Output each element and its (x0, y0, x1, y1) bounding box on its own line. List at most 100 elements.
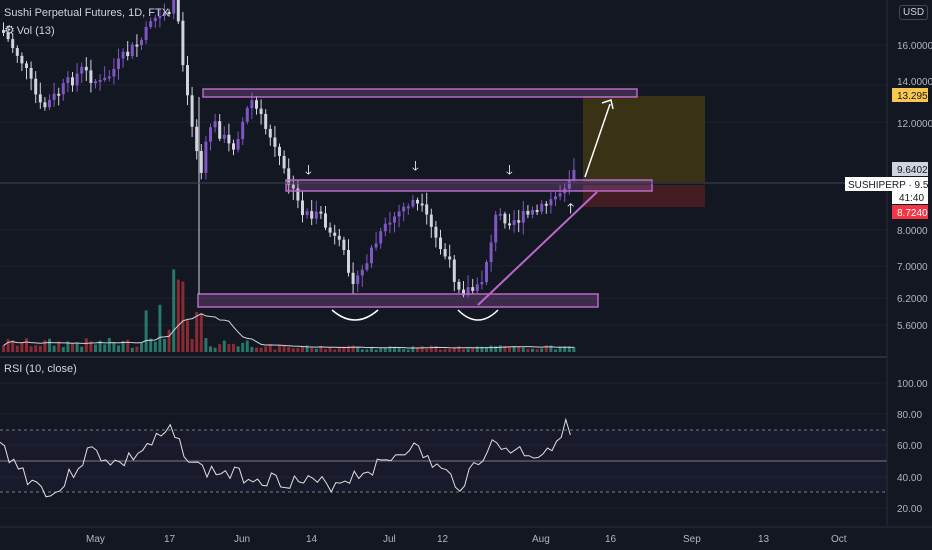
rsi-axis[interactable]: 100.00 80.00 60.00 40.00 20.00 (897, 379, 928, 515)
high-badge (892, 162, 928, 176)
down-arrow-icon: 🡓 (412, 158, 419, 173)
candle-body (236, 139, 240, 150)
candle-body (259, 108, 263, 114)
candle-body (535, 209, 539, 212)
candle-body (227, 134, 231, 144)
candle-body (112, 68, 116, 77)
volume-bar (209, 346, 212, 352)
candle-body (310, 211, 314, 219)
candle-body (512, 220, 516, 226)
rsi-legend[interactable]: RSI (10, close) (4, 363, 77, 375)
volume-bar (57, 341, 61, 352)
volume-bar (107, 338, 111, 352)
candle-body (103, 77, 107, 80)
candle-body (140, 39, 143, 46)
candle-body (452, 259, 456, 282)
volume-bar (540, 348, 544, 352)
volume-bar (149, 338, 153, 352)
volume-bar (466, 348, 470, 352)
candle-body (443, 249, 447, 257)
candle-body (379, 231, 383, 244)
volume-bar (554, 349, 557, 352)
price-tick: 12.0000 (897, 119, 932, 130)
candle-body (466, 287, 470, 296)
support-zone[interactable] (197, 293, 599, 308)
volume-bar (531, 348, 534, 352)
volume-bar (411, 346, 415, 352)
volume-bar (227, 344, 231, 352)
time-label: Jul (383, 534, 396, 545)
chart-title[interactable]: Sushi Perpetual Futures, 1D, FTX (4, 7, 170, 19)
candle-body (43, 102, 47, 108)
volume-bar (310, 347, 314, 352)
candle-body (526, 210, 530, 215)
candle-body (222, 134, 226, 139)
volume-bar (416, 347, 419, 352)
down-arrow-markers: 🡓 🡓 🡓 (305, 158, 513, 177)
candle-body (48, 99, 51, 108)
symbol-badge (845, 177, 928, 191)
volume-bar (535, 349, 539, 352)
volume-bar (66, 341, 70, 352)
time-axis[interactable]: May 17 Jun 14 Jul 12 Aug 16 Sep 13 Oct (86, 534, 847, 545)
settings-icon[interactable]: ⚙ (4, 23, 15, 37)
candle-body (531, 209, 534, 215)
candle-body (489, 242, 493, 262)
volume-bar (462, 349, 465, 352)
volume-bar (250, 346, 254, 352)
candle-body (383, 223, 387, 232)
volume-bar (475, 346, 479, 352)
resistance-zone[interactable] (202, 88, 638, 98)
candle-body (126, 51, 130, 57)
breakout-zone[interactable] (285, 179, 653, 192)
currency-label: USD (903, 7, 925, 18)
candle-body (498, 213, 502, 216)
time-label: 14 (306, 534, 318, 545)
volume-bar (241, 342, 245, 352)
candle-body (333, 232, 337, 236)
volume-legend[interactable]: ⚙ Vol (13) (4, 23, 55, 37)
candle-body (397, 211, 401, 217)
rsi-tick: 80.00 (897, 410, 922, 421)
volume-bar (544, 345, 548, 352)
volume-bar (508, 346, 511, 352)
profit-zone[interactable] (583, 96, 705, 182)
volume-bar (218, 344, 222, 352)
candle-body (163, 12, 166, 16)
volume-bar (406, 349, 410, 352)
candle-body (439, 237, 442, 250)
candle-body (540, 203, 544, 212)
currency-selector[interactable]: USD (899, 5, 929, 20)
volume-bar (144, 310, 148, 352)
candle-body (314, 211, 318, 219)
price-axis[interactable]: 16.0000 14.0000 12.0000 8.0000 7.0000 6.… (897, 41, 932, 332)
volume-bar (328, 347, 332, 352)
candle-body (213, 121, 217, 128)
volume-bar (563, 346, 567, 352)
volume-bar (255, 347, 258, 352)
candle-body (89, 70, 93, 84)
projection-arrow[interactable] (584, 103, 611, 178)
candle-body (190, 95, 194, 127)
rising-trendline[interactable] (477, 191, 598, 306)
volume-bar (52, 345, 56, 352)
candle-body (117, 58, 120, 69)
candle-body (434, 226, 438, 238)
candle-body (301, 200, 304, 216)
candle-body (75, 73, 79, 86)
volume-bar (526, 348, 530, 352)
volume-bar (397, 347, 401, 352)
volume-bar (112, 343, 116, 352)
candle-body (429, 214, 433, 227)
bottom-arc-2 (457, 309, 499, 321)
volume-bar (319, 345, 323, 352)
volume-moving-average (3, 313, 574, 349)
volume-bar (425, 348, 429, 352)
candlesticks (2, 0, 576, 298)
volume-bar (213, 347, 217, 352)
candle-body (52, 93, 56, 100)
volume-bar (121, 341, 125, 352)
time-label: 17 (164, 534, 176, 545)
candle-body (153, 17, 157, 22)
